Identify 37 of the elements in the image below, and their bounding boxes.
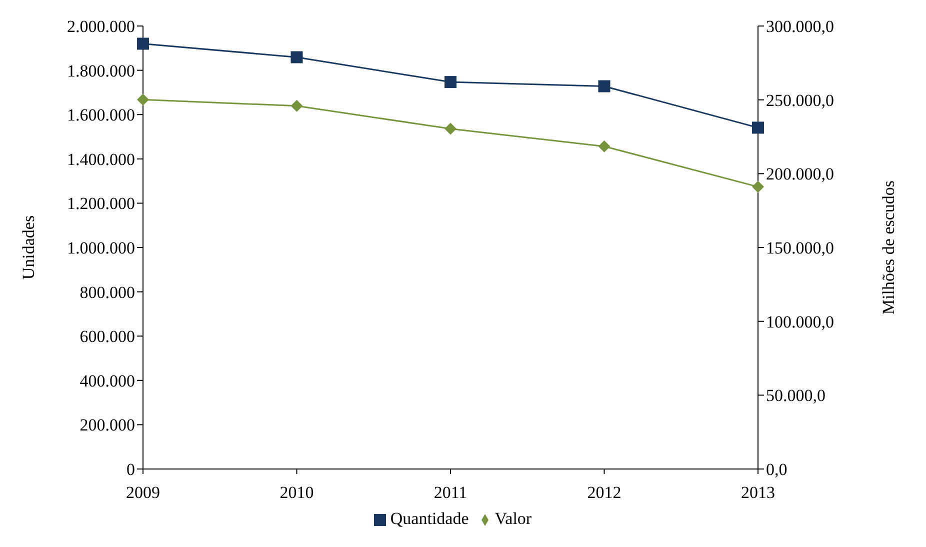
legend-label: Quantidade	[390, 509, 469, 528]
legend-label: Valor	[494, 509, 532, 528]
point	[752, 180, 764, 193]
y2-axis-title: Milhões de escudos	[879, 180, 898, 315]
y-axis-title: Unidades	[19, 215, 38, 280]
y2-tick-label: 300.000,0	[766, 17, 834, 36]
point	[752, 122, 764, 134]
point	[290, 51, 303, 64]
point	[444, 122, 456, 135]
x-tick-label: 2009	[126, 483, 160, 502]
y-tick-label: 1.800.000	[67, 61, 135, 80]
point	[137, 94, 149, 106]
y2-tick-label: 250.000,0	[766, 90, 834, 110]
y2-tick-label: 50.000,0	[766, 386, 826, 406]
y2-tick-label: 200.000,0	[766, 164, 834, 184]
y-tick-label: 200.000	[80, 416, 135, 435]
y-tick-label: 1.400.000	[67, 150, 135, 169]
x-tick-label: 2013	[741, 483, 775, 502]
x-tick-label: 2011	[434, 483, 468, 502]
point	[598, 80, 610, 92]
x-tick-label: 2010	[280, 483, 314, 502]
y2-tick-label: 100.000,0	[766, 312, 834, 332]
y-tick-label: 800.000	[80, 282, 135, 302]
y-tick-label: 400.000	[80, 371, 135, 390]
y-tick-label: 1.200.000	[67, 194, 135, 214]
y-tick-label: 2.000.000	[67, 17, 135, 36]
x-tick-label: 2012	[587, 483, 622, 502]
y-tick-label: 0	[126, 460, 135, 480]
y-tick-label: 1.000.000	[67, 238, 135, 258]
y2-tick-label: 150.000,0	[766, 238, 834, 258]
point	[444, 76, 456, 88]
y2-tick-label: 0,0	[766, 460, 788, 480]
point	[137, 38, 149, 50]
point	[598, 140, 610, 152]
point	[290, 100, 303, 112]
y-tick-label: 600.000	[80, 327, 135, 346]
y-tick-label: 1.600.000	[67, 106, 135, 125]
